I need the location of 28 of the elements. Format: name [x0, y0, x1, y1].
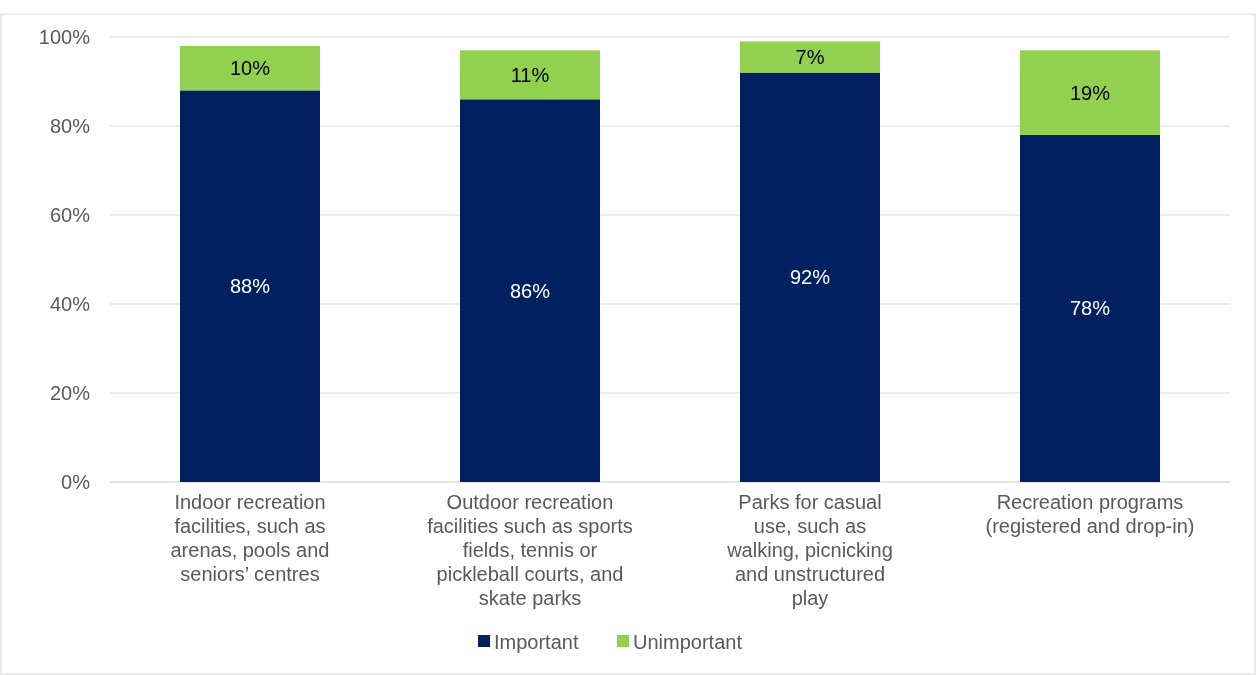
bar	[180, 90, 320, 482]
bar	[740, 41, 880, 73]
text: 88%	[229, 275, 271, 298]
y-tick-label: 100%	[38, 26, 91, 48]
text: 92%	[789, 266, 831, 289]
text: 19%	[1069, 81, 1111, 104]
bar	[180, 45, 320, 91]
y-tick-label: 60%	[49, 204, 91, 226]
text: 11%	[510, 63, 550, 86]
x-tick-label: Outdoor recreation facilities such as sports fields, tennis or pickleball courts, and skate parks	[427, 491, 633, 609]
legend-label: Important	[494, 631, 579, 653]
bar	[460, 99, 600, 482]
text: 78%	[1069, 297, 1111, 320]
text: 86%	[509, 279, 551, 302]
legend-label: Unimportant	[633, 631, 743, 653]
y-tick-label: 40%	[49, 293, 91, 315]
bar	[460, 50, 600, 100]
y-tick-label: 20%	[49, 382, 91, 404]
bar	[1020, 134, 1160, 482]
y-tick-label: 0%	[61, 471, 91, 493]
bar	[1020, 50, 1160, 135]
x-tick-label: Recreation programs (registered and drop-in)	[985, 491, 1195, 537]
y-tick-label: 80%	[49, 115, 91, 137]
text: 7%	[795, 46, 825, 69]
x-tick-label: Indoor recreation facilities, such as arenas, pools and seniors’ centres	[170, 491, 330, 585]
bar	[740, 72, 880, 482]
x-tick-label: Parks for casual use, such as walking, picnicking and unstructured play	[726, 491, 893, 609]
text: 10%	[229, 57, 271, 80]
